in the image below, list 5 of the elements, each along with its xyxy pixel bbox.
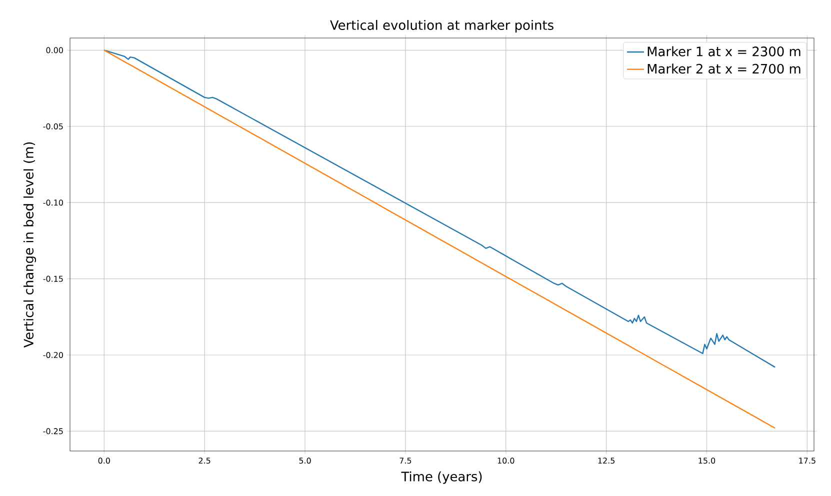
y-axis-title: Vertical change in bed level (m)	[23, 142, 36, 348]
legend-label: Marker 1 at x = 2300 m	[648, 46, 800, 56]
chart-title: Vertical evolution at marker points	[330, 20, 554, 32]
legend-label: Marker 2 at x = 2700 m	[648, 64, 800, 74]
x-axis-title: Time (years)	[401, 471, 482, 484]
